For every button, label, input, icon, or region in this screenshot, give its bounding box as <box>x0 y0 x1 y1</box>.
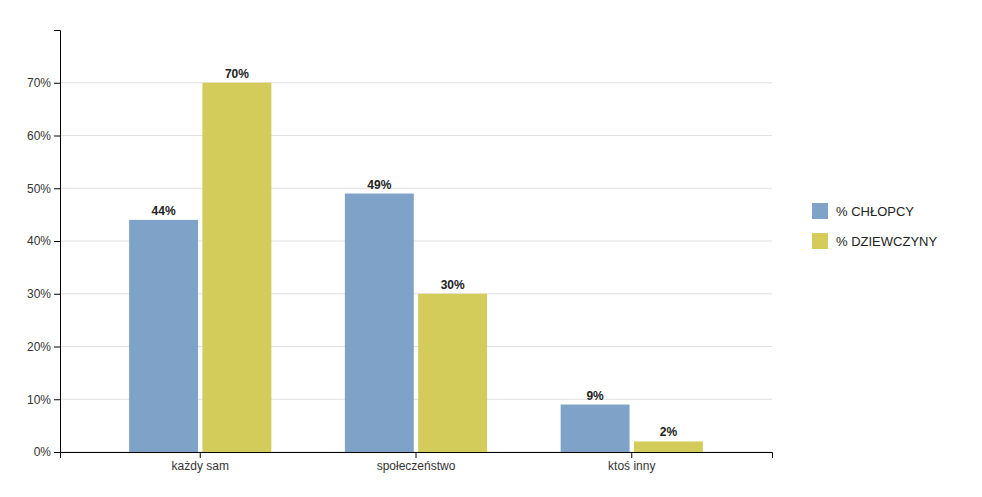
x-tick-label: każdy sam <box>172 459 229 473</box>
data-labels: 44% 49% 9% 70% 30% 2% <box>152 67 678 440</box>
y-tick: 40% <box>27 234 60 248</box>
y-tick-label: 10% <box>27 393 51 407</box>
y-tick-label: 40% <box>27 234 51 248</box>
x-tick: ktoś inny <box>608 452 655 473</box>
y-tick-label: 50% <box>27 182 51 196</box>
y-tick-mark <box>54 399 60 400</box>
legend-item: % CHŁOPCY <box>812 203 914 219</box>
bar <box>418 294 487 452</box>
bar <box>345 194 414 452</box>
legend-label: % CHŁOPCY <box>836 204 914 219</box>
bar <box>129 220 198 452</box>
legend-swatch <box>812 233 828 249</box>
y-tick: 30% <box>27 287 60 301</box>
data-label: 30% <box>441 278 465 292</box>
grid <box>60 83 772 452</box>
x-tick: społeczeństwo <box>377 452 456 473</box>
x-tick-mark <box>416 452 417 458</box>
legend: % CHŁOPCY % DZIEWCZYNY <box>812 203 937 249</box>
y-tick-label: 60% <box>27 129 51 143</box>
legend-swatch <box>812 203 828 219</box>
data-label: 44% <box>152 204 176 218</box>
legend-label: % DZIEWCZYNY <box>836 234 937 249</box>
data-label: 9% <box>586 389 604 403</box>
grid-line <box>60 188 772 189</box>
bar <box>561 405 630 452</box>
y-tick-mark <box>54 294 60 295</box>
y-tick-label: 70% <box>27 76 51 90</box>
x-tick: każdy sam <box>172 452 229 473</box>
x-tick-label: społeczeństwo <box>377 459 456 473</box>
y-tick-mark <box>54 452 60 453</box>
y-tick-mark <box>54 83 60 84</box>
x-axis: każdy sam społeczeństwo ktoś inny <box>61 452 773 473</box>
y-tick-mark <box>54 188 60 189</box>
y-tick: 10% <box>27 393 60 407</box>
y-tick-mark <box>54 241 60 242</box>
y-tick-label: 20% <box>27 340 51 354</box>
y-tick: 20% <box>27 340 60 354</box>
y-tick-label: 0% <box>34 445 52 459</box>
data-label: 49% <box>367 178 391 192</box>
x-tick-mark <box>200 452 201 458</box>
bar-series <box>202 83 702 452</box>
y-tick: 70% <box>27 76 60 90</box>
y-tick-mark <box>54 136 60 137</box>
y-tick: 50% <box>27 182 60 196</box>
plot-area: 44% 49% 9% 70% 30% 2% każdy sam społeczeństwo kt… <box>27 31 773 473</box>
y-tick-mark <box>54 347 60 348</box>
x-axis-line <box>61 453 773 459</box>
bars <box>129 83 703 452</box>
y-tick: 60% <box>27 129 60 143</box>
y-axis: 0% 10% 20% 30% 40% 50% 60% 70% <box>27 31 61 460</box>
grid-line <box>60 135 772 136</box>
y-axis-line <box>54 31 61 453</box>
y-tick: 0% <box>34 445 60 459</box>
grid-line <box>60 82 772 83</box>
y-tick-label: 30% <box>27 287 51 301</box>
x-tick-label: ktoś inny <box>608 459 655 473</box>
x-tick-mark <box>631 452 632 458</box>
data-label: 70% <box>225 67 249 81</box>
legend-item: % DZIEWCZYNY <box>812 233 937 249</box>
data-label: 2% <box>660 425 678 439</box>
bar <box>634 441 703 452</box>
chart: 44% 49% 9% 70% 30% 2% każdy sam społeczeństwo kt… <box>0 0 982 497</box>
bar <box>202 83 271 452</box>
